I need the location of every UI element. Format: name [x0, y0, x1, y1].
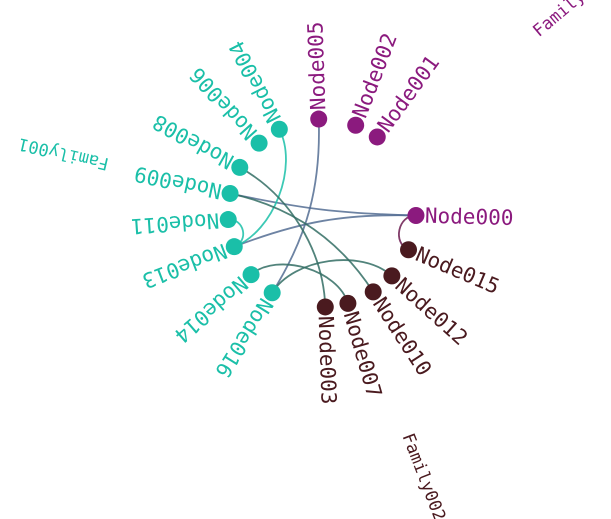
node-dot-node012[interactable] — [383, 267, 401, 285]
node-dot-node010[interactable] — [364, 283, 382, 301]
node-label-node005: Node005 — [303, 21, 330, 110]
node-dot-node015[interactable] — [400, 241, 418, 259]
node-dot-node002[interactable] — [347, 116, 365, 134]
node-dot-node007[interactable] — [339, 294, 357, 312]
node-dot-node011[interactable] — [219, 211, 237, 229]
node-dot-node009[interactable] — [221, 184, 239, 202]
node-label-node009: Node009 — [132, 161, 224, 203]
node-dot-node000[interactable] — [407, 206, 425, 224]
node-label-node000: Node000 — [425, 204, 514, 230]
node-dot-node004[interactable] — [270, 120, 288, 138]
node-label-node011: Node011 — [130, 208, 220, 238]
node-dot-node001[interactable] — [368, 128, 386, 146]
family-label-family000: Family000 — [529, 0, 611, 41]
node-dot-node014[interactable] — [242, 266, 260, 284]
node-dot-node013[interactable] — [225, 238, 243, 256]
edges-layer — [228, 119, 417, 307]
edge-node005-node016 — [271, 119, 320, 294]
family-label-family001: Family001 — [17, 133, 111, 173]
node-dot-node005[interactable] — [310, 110, 328, 128]
edge-node016-node012 — [271, 259, 393, 294]
edge-node008-node003 — [239, 166, 327, 307]
node-dot-node006[interactable] — [250, 134, 268, 152]
node-dot-node008[interactable] — [231, 158, 249, 176]
edge-node000-node013 — [233, 214, 416, 248]
edge-node009-node010 — [229, 192, 374, 293]
node-dot-node016[interactable] — [263, 284, 281, 302]
family-label-family002: Family002 — [398, 431, 450, 519]
node-label-node003: Node003 — [314, 316, 341, 405]
node-dot-node003[interactable] — [316, 298, 334, 316]
node-label-node013: Node013 — [139, 239, 230, 293]
edge-node000-node009 — [229, 192, 416, 217]
nodes-layer: Node000Node001Node002Node005Node004Node0… — [130, 21, 514, 405]
